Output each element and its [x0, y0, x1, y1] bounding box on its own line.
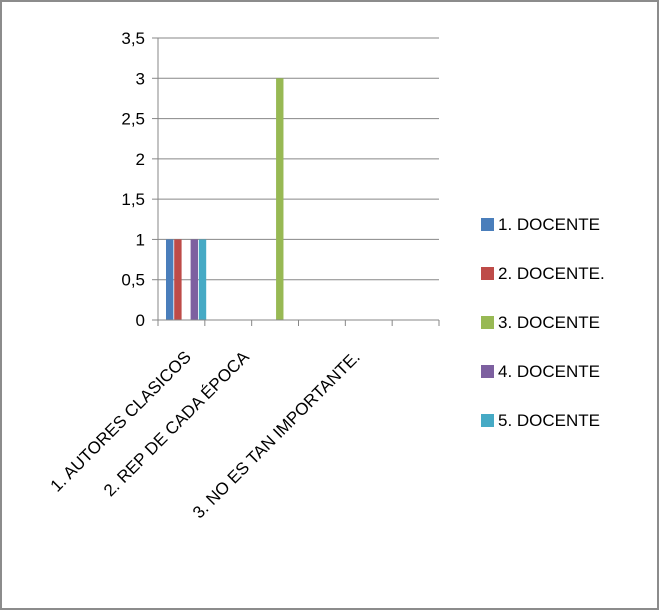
y-tick-label: 1,5	[121, 190, 145, 209]
bars	[166, 78, 284, 321]
legend-item: 3. DOCENTE	[481, 298, 651, 347]
legend: 1. DOCENTE 2. DOCENTE. 3. DOCENTE 4. DOC…	[481, 200, 651, 445]
y-tick-label: 2,5	[121, 110, 145, 129]
bar	[198, 239, 207, 320]
y-tick-label: 0	[136, 311, 145, 330]
legend-label: 2. DOCENTE.	[498, 263, 605, 283]
y-tick-label: 3,5	[121, 29, 145, 48]
axes	[157, 38, 440, 326]
legend-item: 1. DOCENTE	[481, 200, 651, 249]
legend-label: 3. DOCENTE	[498, 312, 601, 332]
bar	[276, 78, 284, 321]
bar	[174, 239, 182, 320]
legend-label: 4. DOCENTE	[498, 361, 601, 381]
bar	[190, 239, 198, 320]
y-tick-label: 1	[136, 230, 145, 249]
legend-item: 4. DOCENTE	[481, 347, 651, 396]
legend-swatch	[481, 267, 494, 280]
y-tick-label: 3	[136, 69, 145, 88]
legend-label: 1. DOCENTE	[498, 214, 601, 234]
legend-swatch	[481, 365, 494, 378]
y-axis-ticks: 0 0,5 1 1,5 2 2,5 3 3,5	[121, 29, 158, 330]
legend-swatch	[481, 218, 494, 231]
bar	[166, 239, 174, 320]
legend-item: 2. DOCENTE.	[481, 249, 651, 298]
legend-swatch	[481, 414, 494, 427]
legend-swatch	[481, 316, 494, 329]
y-tick-label: 0,5	[121, 271, 145, 290]
legend-label: 5. DOCENTE	[498, 410, 601, 430]
y-tick-label: 2	[136, 150, 145, 169]
legend-item: 5. DOCENTE	[481, 396, 651, 445]
